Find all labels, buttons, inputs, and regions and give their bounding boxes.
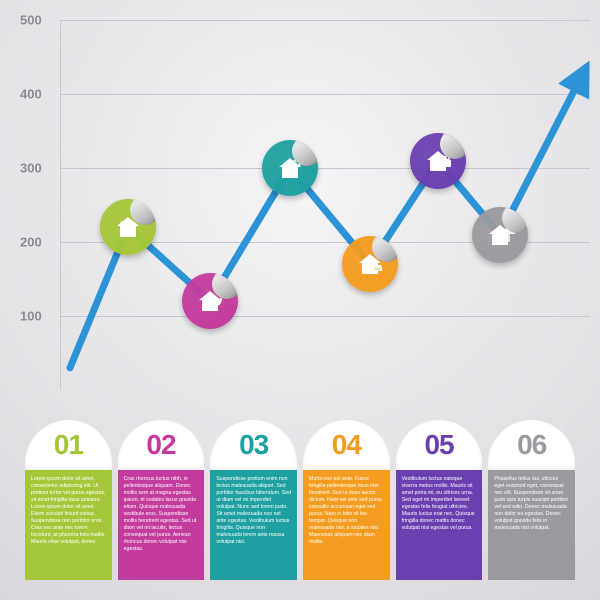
gridline (60, 94, 590, 95)
panel-body: Cras rhoncus luctus nibh, in pellentesqu… (118, 470, 205, 580)
panel-head: 06 (488, 420, 575, 470)
panel-body: Suspendisse pretium enim non lectus male… (210, 470, 297, 580)
panel-01: 01 Lorem ipsum dolor sit amet, consectetu… (25, 420, 112, 580)
y-tick-label: 400 (20, 87, 42, 102)
panel-02: 02 Cras rhoncus luctus nibh, in pellentes… (118, 420, 205, 580)
panel-body: Lorem ipsum dolor sit amet, consectetur … (25, 470, 112, 580)
svg-text:$: $ (120, 218, 128, 233)
panel-number: 03 (239, 429, 268, 461)
sticker-house-umbrella (472, 207, 528, 263)
panel-head: 02 (118, 420, 205, 470)
sticker-house-leaf (182, 273, 238, 329)
y-tick-label: 500 (20, 13, 42, 28)
panel-number: 06 (517, 429, 546, 461)
panel-body: Vestibulum luctus natoque viverra metus … (396, 470, 483, 580)
chart-area: 100 200 300 400 500 $ SALE (0, 0, 600, 420)
panel-06: 06 Phasellus tellus dui, ultrices eget eu… (488, 420, 575, 580)
sticker-house-sale: SALE (342, 236, 398, 292)
gridline (60, 20, 590, 21)
y-tick-label: 300 (20, 161, 42, 176)
gridline (60, 316, 590, 317)
panel-number: 01 (54, 429, 83, 461)
sticker-house-lock (410, 133, 466, 189)
panel-number: 04 (332, 429, 361, 461)
panel-05: 05 Vestibulum luctus natoque viverra metu… (396, 420, 483, 580)
panel-04: 04 Morbi non est ante. Fusce fringilla pe… (303, 420, 390, 580)
gridline (60, 168, 590, 169)
sticker-house-key (262, 140, 318, 196)
sticker-house-dollar: $ (100, 199, 156, 255)
info-panels: 01 Lorem ipsum dolor sit amet, consectetu… (25, 420, 575, 580)
panel-number: 05 (424, 429, 453, 461)
panel-body: Phasellus tellus dui, ultrices eget euis… (488, 470, 575, 580)
panel-03: 03 Suspendisse pretium enim non lectus ma… (210, 420, 297, 580)
panel-head: 05 (396, 420, 483, 470)
y-tick-label: 100 (20, 309, 42, 324)
panel-head: 01 (25, 420, 112, 470)
panel-head: 04 (303, 420, 390, 470)
y-axis (60, 20, 61, 390)
svg-text:SALE: SALE (374, 266, 385, 271)
panel-number: 02 (146, 429, 175, 461)
y-tick-label: 200 (20, 235, 42, 250)
panel-head: 03 (210, 420, 297, 470)
panel-body: Morbi non est ante. Fusce fringilla pell… (303, 470, 390, 580)
